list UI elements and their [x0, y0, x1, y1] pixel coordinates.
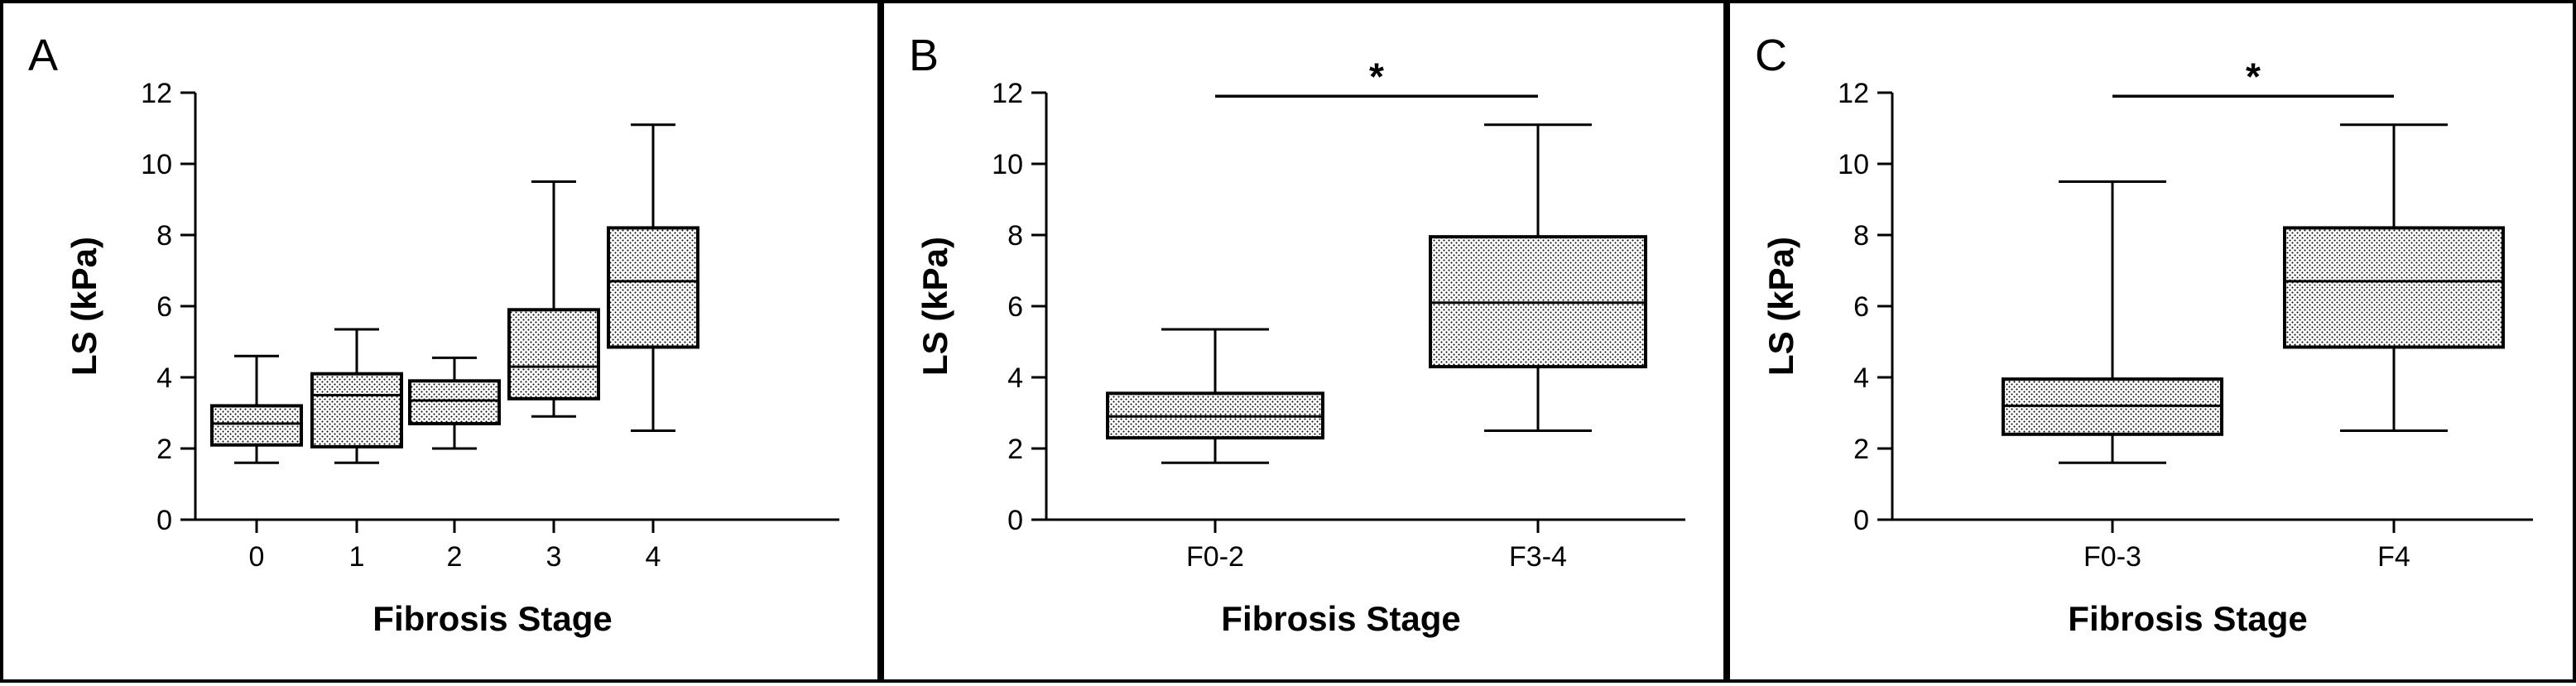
- x-axis-title: Fibrosis Stage: [1221, 599, 1460, 638]
- significance-marker: *: [1369, 55, 1384, 98]
- y-tick-label: 12: [992, 78, 1023, 109]
- x-tick-label: 0: [249, 541, 265, 573]
- x-tick-label: 1: [349, 541, 365, 573]
- box-plot-f0-2: [1106, 328, 1324, 464]
- y-tick-label: 0: [156, 505, 172, 536]
- x-tick-label: 4: [646, 541, 661, 573]
- box-plot-1: [310, 328, 403, 464]
- y-tick-label: 10: [992, 149, 1023, 180]
- x-axis-title: Fibrosis Stage: [372, 599, 612, 638]
- x-tick-label: F4: [2377, 541, 2410, 573]
- y-tick-label: 10: [1838, 149, 1869, 180]
- box-iqr: [507, 308, 600, 401]
- x-tick-label: F3-4: [1509, 541, 1567, 573]
- y-tick-label: 2: [1853, 434, 1869, 465]
- y-tick-label: 4: [156, 362, 172, 394]
- x-tick-label: F0-2: [1186, 541, 1244, 573]
- x-tick-label: F0-3: [2083, 541, 2141, 573]
- box-iqr: [408, 379, 501, 425]
- box-plot-3: [507, 180, 600, 418]
- y-axis-title: LS (kPa): [1761, 237, 1800, 376]
- y-tick-label: 4: [1853, 362, 1869, 394]
- panel-label: A: [28, 31, 59, 80]
- panel-label: C: [1755, 31, 1787, 80]
- y-tick-label: 6: [156, 291, 172, 323]
- box-iqr: [210, 404, 303, 447]
- y-tick-label: 12: [141, 78, 172, 109]
- box-plot-2: [408, 356, 501, 450]
- y-tick-label: 12: [1838, 78, 1869, 109]
- x-tick-label: 2: [447, 541, 463, 573]
- y-tick-label: 8: [1853, 220, 1869, 252]
- y-tick-label: 8: [156, 220, 172, 252]
- box-plot-f0-3: [2002, 180, 2223, 464]
- chart-panel-a: A 0 2 4 6 8 10 12 0 1 2 3 4 Fibrosis Stage LS (kPa): [0, 0, 881, 683]
- y-tick-label: 4: [1007, 362, 1023, 394]
- y-tick-label: 8: [1007, 220, 1023, 252]
- chart-panel-c: C 0 2 4 6 8 10 12 F0-3 F4 * Fibrosis Stage LS (kPa): [1727, 0, 2576, 683]
- y-tick-label: 2: [156, 434, 172, 465]
- box-iqr: [310, 372, 403, 449]
- y-tick-label: 6: [1007, 291, 1023, 323]
- y-tick-label: 6: [1853, 291, 1869, 323]
- box-plot-0: [210, 354, 303, 464]
- y-tick-label: 0: [1853, 505, 1869, 536]
- box-plot-4: [607, 123, 699, 432]
- box-plot-f3-4: [1429, 123, 1647, 432]
- significance-marker: *: [2246, 55, 2261, 98]
- y-tick-label: 2: [1007, 434, 1023, 465]
- x-axis-title: Fibrosis Stage: [2068, 599, 2307, 638]
- chart-svg: 0 2 4 6 8 10 12 F0-3 F4 * Fibrosis Stage LS (kPa): [1761, 55, 2533, 638]
- chart-svg: 0 2 4 6 8 10 12 F0-2 F3-4 * Fibrosis Stage LS (kPa): [916, 55, 1685, 638]
- y-axis-title: LS (kPa): [65, 237, 103, 376]
- y-tick-label: 0: [1007, 505, 1023, 536]
- chart-panel-b: B 0 2 4 6 8 10 12 F0-2 F3-4 * Fibrosis Stage LS (kP…: [881, 0, 1727, 683]
- box-iqr: [2283, 226, 2505, 349]
- y-axis-title: LS (kPa): [916, 237, 954, 376]
- box-plot-f4: [2283, 123, 2505, 432]
- y-tick-label: 10: [141, 149, 172, 180]
- panel-label: B: [909, 31, 940, 80]
- box-iqr: [607, 226, 699, 349]
- x-tick-label: 3: [546, 541, 562, 573]
